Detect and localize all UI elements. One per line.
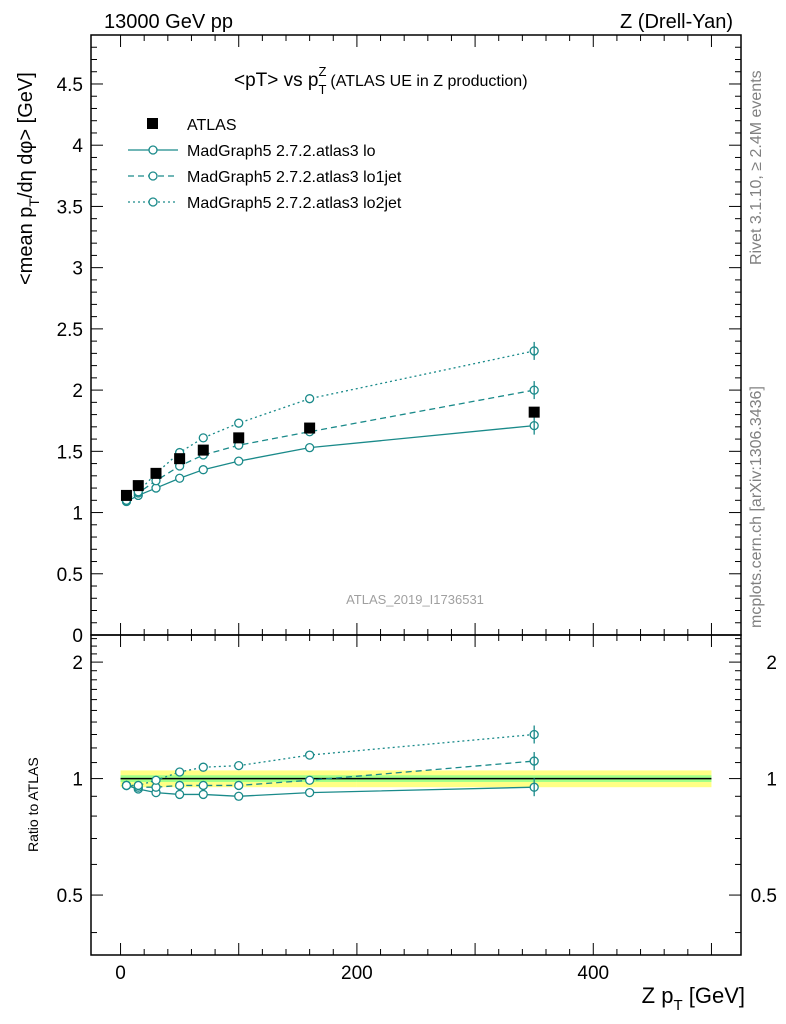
ratio-series-0-point bbox=[198, 789, 208, 800]
ratio-y-tick-label: 1 bbox=[72, 770, 83, 791]
mc-series-1-point bbox=[304, 443, 315, 453]
data-point bbox=[120, 489, 132, 501]
legend-label: MadGraph5 2.7.2.atlas3 lo1jet bbox=[187, 169, 402, 186]
x-tick-label: 400 bbox=[577, 963, 609, 984]
ratio-series-2-point bbox=[174, 767, 185, 777]
ratio-series-0-point bbox=[234, 791, 244, 801]
y-tick-label: 2 bbox=[72, 381, 83, 402]
ratio-series-0-point bbox=[174, 789, 185, 800]
ratio-y-tick-label-right: 1 bbox=[766, 770, 777, 791]
ratio-y-axis-label: Ratio to ATLAS bbox=[25, 757, 41, 852]
x-tick-label: 200 bbox=[341, 963, 373, 984]
mcplots-label: mcplots.cern.ch [arXiv:1306.3436] bbox=[748, 386, 765, 628]
y-tick-label: 3 bbox=[72, 259, 83, 280]
ratio-plot: 0 200 400 0.5 0.5 1 1 2 2 bbox=[57, 634, 777, 984]
ratio-series-2-point bbox=[121, 780, 132, 791]
y-tick-label: 2.5 bbox=[57, 320, 83, 341]
ratio-series-2-point bbox=[151, 775, 161, 785]
legend-label: MadGraph5 2.7.2.atlas3 lo bbox=[187, 143, 376, 160]
analysis-label: ATLAS_2019_I1736531 bbox=[346, 592, 484, 607]
y-tick-label: 1 bbox=[72, 504, 83, 525]
y-tick-label: 4 bbox=[72, 136, 83, 157]
mc-series-1-line bbox=[126, 424, 535, 503]
x-tick-label: 0 bbox=[115, 963, 126, 984]
ratio-series-2-point bbox=[304, 750, 315, 760]
ratio-series-1-point bbox=[198, 780, 208, 791]
y-tick-label: 0.5 bbox=[57, 565, 83, 586]
ratio-y-tick-label-right: 0.5 bbox=[751, 886, 777, 907]
data-point bbox=[528, 406, 540, 418]
mc-series-3-line bbox=[126, 350, 535, 501]
mc-series-3-point bbox=[234, 418, 244, 428]
legend: ATLAS MadGraph5 2.7.2.atlas3 lo MadGraph5 … bbox=[128, 117, 402, 212]
ratio-series-1-point bbox=[234, 780, 244, 791]
mc-series-1-point bbox=[198, 465, 208, 475]
rivet-label: Rivet 3.1.10, ≥ 2.4M events bbox=[748, 70, 765, 265]
legend-marker bbox=[148, 145, 158, 155]
data-point bbox=[132, 480, 144, 492]
ratio-series-2-point bbox=[133, 780, 143, 791]
main-y-axis-label: <mean pT/dη dφ> [GeV] bbox=[15, 72, 42, 285]
y-tick-label: 3.5 bbox=[57, 197, 83, 218]
mc-series-3-point bbox=[304, 394, 315, 404]
ratio-y-tick-label: 2 bbox=[72, 653, 83, 674]
y-tick-label: 4.5 bbox=[57, 75, 83, 96]
legend-label: MadGraph5 2.7.2.atlas3 lo2jet bbox=[187, 195, 402, 212]
ratio-series-0-point bbox=[304, 787, 315, 798]
ratio-y-tick-label-right: 2 bbox=[766, 653, 777, 674]
legend-marker bbox=[148, 197, 158, 207]
data-point bbox=[233, 432, 245, 444]
legend-label: ATLAS bbox=[187, 117, 237, 134]
y-tick-label: 1.5 bbox=[57, 442, 83, 463]
ratio-series-2-point bbox=[234, 760, 244, 771]
legend-marker-data bbox=[147, 118, 158, 129]
ratio-y-tick-label: 0.5 bbox=[57, 886, 83, 907]
mc-series-1-point bbox=[174, 473, 185, 483]
legend-marker bbox=[148, 171, 158, 181]
x-axis-label: Z pT [GeV] bbox=[642, 983, 745, 1014]
mc-series-1-point bbox=[234, 456, 244, 466]
chart-title: <pT> vs pTZ(ATLAS UE in Z production) bbox=[234, 64, 528, 97]
data-point bbox=[304, 422, 316, 434]
ratio-series-2-point bbox=[198, 762, 208, 772]
data-point bbox=[197, 444, 209, 456]
header-right: Z (Drell-Yan) bbox=[620, 11, 733, 33]
y-tick-label: 0 bbox=[72, 626, 83, 647]
header-left: 13000 GeV pp bbox=[104, 11, 233, 33]
data-point bbox=[150, 467, 162, 479]
mc-series-3-point bbox=[198, 433, 208, 443]
main-plot: 0 0.5 1 1.5 2 2.5 3 3.5 4 4.5 bbox=[57, 34, 742, 647]
data-point bbox=[174, 453, 186, 465]
ratio-series-1-point bbox=[174, 780, 185, 791]
ratio-series-1-point bbox=[304, 775, 315, 785]
ratio-frame bbox=[90, 634, 742, 956]
